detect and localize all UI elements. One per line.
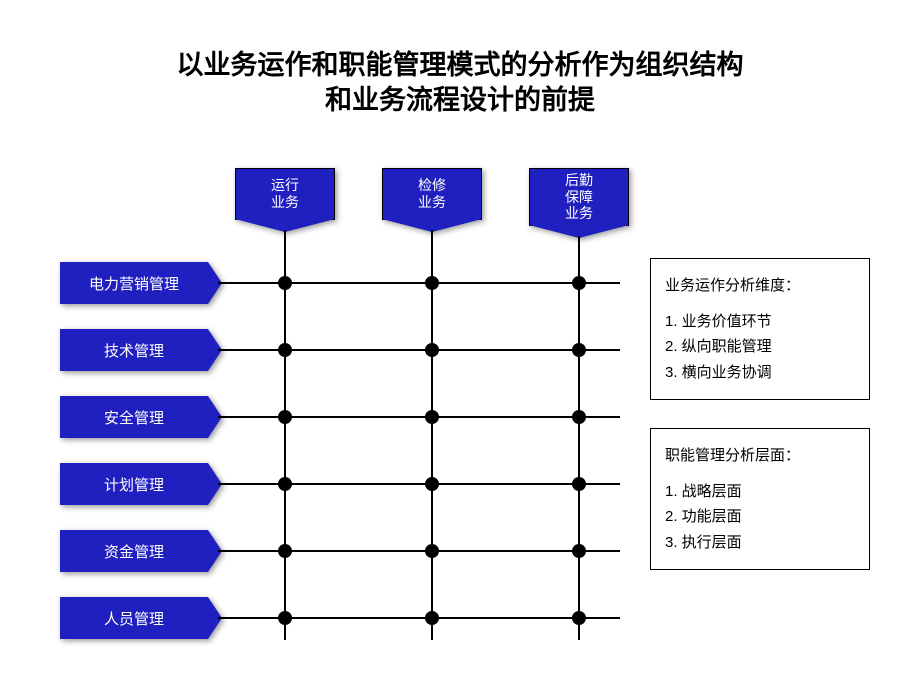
- info-item: 1. 业务价值环节: [665, 309, 855, 335]
- row-text: 技术管理: [104, 340, 164, 361]
- grid-vline: [284, 230, 286, 640]
- row-text: 安全管理: [104, 407, 164, 428]
- col-header-2: 后勤 保障 业务: [529, 168, 629, 226]
- grid-dot: [278, 276, 292, 290]
- info-item: 3. 执行层面: [665, 530, 855, 556]
- info-item: 2. 功能层面: [665, 504, 855, 530]
- grid-vline: [578, 236, 580, 640]
- info-box-operations: 业务运作分析维度： 1. 业务价值环节 2. 纵向职能管理 3. 横向业务协调: [650, 258, 870, 400]
- row-label-1: 技术管理: [60, 329, 208, 371]
- grid-dot: [572, 276, 586, 290]
- grid-dot: [572, 477, 586, 491]
- grid-vline: [431, 230, 433, 640]
- row-text: 电力营销管理: [89, 273, 179, 294]
- row-label-3: 计划管理: [60, 463, 208, 505]
- grid-dot: [425, 544, 439, 558]
- row-label-2: 安全管理: [60, 396, 208, 438]
- title-line-1: 以业务运作和职能管理模式的分析作为组织结构: [177, 50, 744, 80]
- title-line-2: 和业务流程设计的前提: [325, 85, 595, 115]
- grid-dot: [425, 611, 439, 625]
- row-text: 计划管理: [104, 474, 164, 495]
- col-header-0: 运行 业务: [235, 168, 335, 220]
- col-label: 检修 业务: [414, 175, 450, 213]
- grid-dot: [572, 410, 586, 424]
- grid-dot: [278, 410, 292, 424]
- info-item: 2. 纵向职能管理: [665, 334, 855, 360]
- info-box-management: 职能管理分析层面： 1. 战略层面 2. 功能层面 3. 执行层面: [650, 428, 870, 570]
- info-item: 3. 横向业务协调: [665, 360, 855, 386]
- grid-dot: [425, 477, 439, 491]
- grid-dot: [425, 276, 439, 290]
- col-header-1: 检修 业务: [382, 168, 482, 220]
- grid-dot: [425, 343, 439, 357]
- row-label-0: 电力营销管理: [60, 262, 208, 304]
- row-label-4: 资金管理: [60, 530, 208, 572]
- col-label: 后勤 保障 业务: [561, 170, 597, 224]
- col-label: 运行 业务: [267, 175, 303, 213]
- grid-dot: [572, 611, 586, 625]
- grid-dot: [278, 544, 292, 558]
- grid-dot: [278, 611, 292, 625]
- grid-dot: [572, 544, 586, 558]
- row-label-5: 人员管理: [60, 597, 208, 639]
- row-text: 资金管理: [104, 541, 164, 562]
- page-title: 以业务运作和职能管理模式的分析作为组织结构 和业务流程设计的前提: [0, 48, 920, 118]
- row-text: 人员管理: [104, 608, 164, 629]
- grid-dot: [278, 477, 292, 491]
- matrix-diagram: 运行 业务 检修 业务 后勤 保障 业务 电力营销管理 技术管理 安全管理 计划…: [60, 168, 620, 640]
- grid-dot: [278, 343, 292, 357]
- grid-dot: [425, 410, 439, 424]
- info-heading: 职能管理分析层面：: [665, 443, 855, 469]
- info-item: 1. 战略层面: [665, 479, 855, 505]
- grid-dot: [572, 343, 586, 357]
- info-heading: 业务运作分析维度：: [665, 273, 855, 299]
